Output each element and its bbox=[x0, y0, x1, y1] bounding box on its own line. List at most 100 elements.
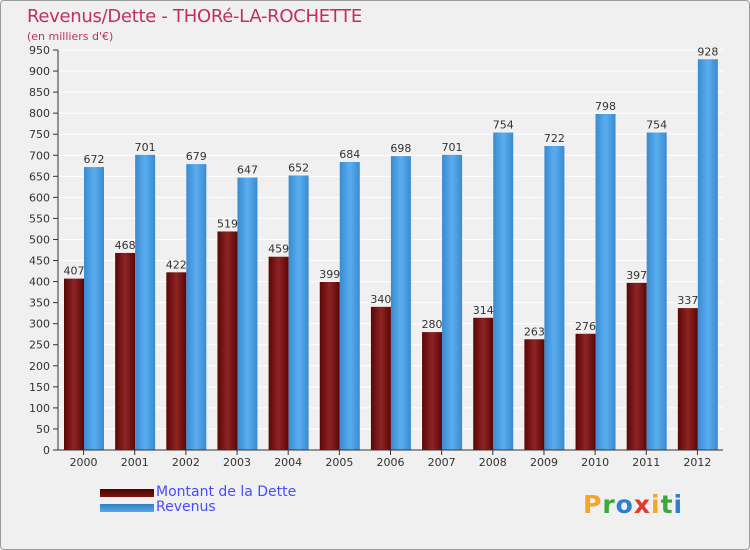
bar-revenus bbox=[390, 156, 411, 450]
bar-revenus bbox=[646, 132, 667, 451]
y-tick-label: 400 bbox=[29, 276, 50, 289]
y-tick-label: 900 bbox=[29, 65, 50, 78]
data-label-debt: 263 bbox=[524, 325, 545, 338]
data-label-debt: 280 bbox=[422, 318, 443, 331]
bar-revenus bbox=[442, 154, 463, 450]
data-label-debt: 340 bbox=[370, 293, 391, 306]
legend-label-revenus: Revenus bbox=[156, 499, 216, 515]
y-tick-label: 850 bbox=[29, 86, 50, 99]
x-tick-label: 2008 bbox=[479, 456, 507, 469]
data-label-revenus: 798 bbox=[595, 100, 616, 113]
bar-revenus bbox=[493, 132, 514, 451]
bar-debt bbox=[166, 272, 187, 450]
y-tick-label: 600 bbox=[29, 191, 50, 204]
logo-letter: t bbox=[660, 490, 674, 519]
y-tick-label: 450 bbox=[29, 255, 50, 268]
logo-letter: P bbox=[583, 490, 603, 519]
chart-title: Revenus/Dette - THORé-LA-ROCHETTE bbox=[27, 6, 362, 27]
y-tick-label: 350 bbox=[29, 297, 50, 310]
bar-debt bbox=[64, 278, 84, 450]
x-tick-label: 2010 bbox=[581, 456, 609, 469]
y-tick-label: 950 bbox=[29, 44, 50, 57]
bar-debt bbox=[115, 252, 136, 450]
x-tick-label: 2000 bbox=[70, 456, 98, 469]
y-tick-label: 200 bbox=[29, 360, 50, 373]
bar-revenus bbox=[237, 177, 258, 450]
y-tick-label: 500 bbox=[29, 233, 50, 246]
y-tick-label: 0 bbox=[43, 444, 50, 457]
data-label-debt: 468 bbox=[115, 239, 136, 252]
x-tick-label: 2005 bbox=[325, 456, 353, 469]
data-label-revenus: 701 bbox=[442, 141, 463, 154]
bar-revenus bbox=[697, 59, 718, 451]
bar-debt bbox=[268, 256, 289, 450]
data-label-debt: 397 bbox=[626, 269, 647, 282]
y-tick-label: 50 bbox=[36, 423, 50, 436]
x-tick-label: 2002 bbox=[172, 456, 200, 469]
data-label-revenus: 701 bbox=[135, 141, 156, 154]
y-tick-label: 800 bbox=[29, 107, 50, 120]
logo-letter: i bbox=[673, 490, 684, 519]
bar-revenus bbox=[84, 167, 104, 451]
data-label-revenus: 647 bbox=[237, 164, 258, 177]
bar-debt bbox=[422, 332, 443, 450]
bar-revenus bbox=[288, 175, 309, 450]
bar-debt bbox=[319, 282, 340, 450]
data-label-revenus: 722 bbox=[544, 132, 565, 145]
x-tick-label: 2011 bbox=[632, 456, 660, 469]
y-tick-label: 150 bbox=[29, 381, 50, 394]
data-label-debt: 337 bbox=[677, 294, 698, 307]
data-label-debt: 519 bbox=[217, 217, 238, 230]
y-tick-label: 300 bbox=[29, 318, 50, 331]
x-tick-label: 2012 bbox=[683, 456, 711, 469]
y-tick-label: 250 bbox=[29, 339, 50, 352]
data-label-revenus: 754 bbox=[646, 119, 667, 132]
data-label-debt: 399 bbox=[319, 268, 340, 281]
bar-debt bbox=[473, 317, 494, 450]
data-label-revenus: 754 bbox=[493, 119, 514, 132]
bar-revenus bbox=[595, 114, 616, 450]
bar-revenus bbox=[186, 164, 207, 450]
y-tick-label: 650 bbox=[29, 170, 50, 183]
data-label-revenus: 928 bbox=[697, 45, 718, 58]
y-tick-label: 750 bbox=[29, 128, 50, 141]
legend-label-debt: Montant de la Dette bbox=[156, 484, 297, 500]
bar-debt bbox=[677, 308, 698, 450]
data-label-debt: 407 bbox=[64, 265, 85, 278]
x-tick-label: 2001 bbox=[121, 456, 149, 469]
data-label-revenus: 672 bbox=[84, 153, 105, 166]
bar-debt bbox=[217, 231, 238, 450]
data-label-revenus: 652 bbox=[288, 161, 309, 174]
legend-swatch-debt bbox=[100, 489, 154, 497]
bar-revenus bbox=[135, 154, 156, 450]
legend-swatch-revenus bbox=[100, 504, 154, 512]
data-label-debt: 314 bbox=[473, 304, 494, 317]
x-tick-label: 2004 bbox=[274, 456, 302, 469]
x-tick-label: 2009 bbox=[530, 456, 558, 469]
data-label-revenus: 679 bbox=[186, 150, 207, 163]
bar-debt bbox=[626, 282, 647, 450]
x-tick-label: 2007 bbox=[428, 456, 456, 469]
bar-debt bbox=[524, 339, 545, 450]
bar-debt bbox=[370, 306, 391, 450]
logo-letter: x bbox=[633, 490, 651, 519]
chart-subtitle: (en milliers d'€) bbox=[27, 30, 114, 43]
y-tick-label: 700 bbox=[29, 149, 50, 162]
y-tick-label: 100 bbox=[29, 402, 50, 415]
bar-revenus bbox=[544, 146, 565, 450]
logo-letter: o bbox=[615, 490, 634, 519]
y-tick-label: 550 bbox=[29, 212, 50, 225]
data-label-revenus: 684 bbox=[339, 148, 360, 161]
data-label-debt: 422 bbox=[166, 258, 187, 271]
data-label-revenus: 698 bbox=[390, 142, 411, 155]
proxiti-logo: Proxiti bbox=[583, 490, 683, 519]
logo-letter: r bbox=[602, 490, 616, 519]
bar-revenus bbox=[339, 162, 360, 450]
x-tick-label: 2003 bbox=[223, 456, 251, 469]
data-label-debt: 276 bbox=[575, 320, 596, 333]
logo-letter: i bbox=[651, 490, 661, 519]
bar-debt bbox=[575, 333, 596, 450]
data-label-debt: 459 bbox=[268, 243, 289, 256]
x-tick-label: 2006 bbox=[377, 456, 405, 469]
